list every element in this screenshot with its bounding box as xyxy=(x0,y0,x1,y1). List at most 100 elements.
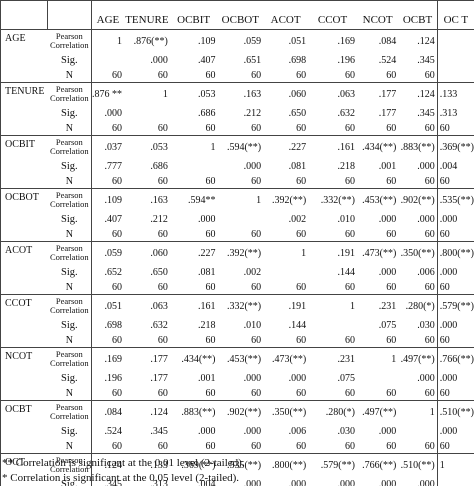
table-cell: .169 xyxy=(90,347,124,370)
table-cell: 60 xyxy=(308,174,357,189)
table-cell: .161 xyxy=(198,300,216,312)
table-cell: .686 xyxy=(150,160,168,172)
table-cell: .212 xyxy=(243,107,262,119)
table-cell: .280(*) xyxy=(405,300,435,312)
table-cell: .686 xyxy=(198,107,216,119)
table-cell: 60 xyxy=(308,333,357,348)
stat-label-sig: Sig. xyxy=(60,478,78,486)
table-cell: .053 xyxy=(150,141,168,153)
table-cell: .109 xyxy=(198,35,216,47)
table-cell: 60 xyxy=(123,68,170,83)
table-cell: .081 xyxy=(198,266,216,278)
table-cell: .010 xyxy=(243,319,262,331)
table-cell: 60 xyxy=(169,174,218,189)
table-cell: 60 xyxy=(398,333,438,348)
table-cell: .579(**) xyxy=(320,459,355,471)
table-cell: .594** xyxy=(188,194,216,206)
table-cell: .163 xyxy=(150,194,168,206)
table-cell: 60 xyxy=(398,68,438,83)
table-cell: 1 xyxy=(429,406,435,418)
stat-label-n: N xyxy=(47,333,92,348)
table-cell: 60 xyxy=(169,68,218,83)
stat-label-pearson: Pearson Correlation xyxy=(49,243,89,262)
table-row-oct-pearson: OCT Pearson Correlation .124 .133 .369(**) .5… xyxy=(0,453,474,486)
table-cell: .902(**) xyxy=(226,406,262,418)
table-cell: .632 xyxy=(337,107,355,119)
table-cell: .063 xyxy=(337,88,355,100)
table-cell: 60 xyxy=(90,121,124,136)
table-cell: .876(**) xyxy=(133,35,168,47)
table-cell: 1 xyxy=(436,453,474,476)
stat-label-sig: Sig. xyxy=(60,54,78,66)
table-cell: 60 xyxy=(263,386,309,401)
table-cell: 60 xyxy=(263,174,309,189)
stat-label-sig: Sig. xyxy=(60,213,78,225)
table-cell: .000 xyxy=(436,264,474,280)
table-cell: .177 xyxy=(378,107,397,119)
stat-label-sig: Sig. xyxy=(60,319,78,331)
row-variable-label: OCBOT xyxy=(0,188,48,242)
table-cell xyxy=(90,52,124,68)
table-cell xyxy=(357,370,398,386)
table-cell: 60 xyxy=(436,227,474,242)
table-cell: .650 xyxy=(288,107,307,119)
table-cell: .084 xyxy=(378,35,397,47)
table-cell: 60 xyxy=(169,386,218,401)
stat-label-pearson: Pearson Correlation xyxy=(49,349,89,368)
table-cell: .510(**) xyxy=(436,400,474,423)
table-cell: .453(**) xyxy=(362,194,397,206)
table-cell xyxy=(218,211,264,227)
table-cell: .000 xyxy=(243,160,262,172)
column-header-oct: OC T xyxy=(436,0,474,30)
table-cell: .010 xyxy=(337,213,355,225)
table-cell: .766(**) xyxy=(362,459,397,471)
stat-label-pearson: Pearson Correlation xyxy=(49,31,89,50)
table-cell: .196 xyxy=(90,370,124,386)
table-cell: .124 xyxy=(417,88,435,100)
table-cell: .766(**) xyxy=(436,347,474,370)
table-cell: .075 xyxy=(337,372,355,384)
table-cell: .000 xyxy=(337,478,355,486)
table-row-ocbot-sig: Sig. .407.212.000.002.010.000.000.000 xyxy=(1,211,474,227)
table-cell: 60 xyxy=(308,227,357,242)
table-cell: .144 xyxy=(288,319,307,331)
row-variable-label: ACOT xyxy=(0,241,48,295)
table-cell: 60 xyxy=(398,386,438,401)
table-cell: 60 xyxy=(123,121,170,136)
table-cell: .407 xyxy=(90,211,124,227)
table-row-tenure-n: N 60 60 60 60 60 60 60 60 60 xyxy=(1,121,474,136)
stat-label-n: N xyxy=(47,386,92,401)
table-cell: .133 xyxy=(150,459,168,471)
table-cell: 1 xyxy=(256,194,262,206)
table-cell: 60 xyxy=(398,174,438,189)
table-cell: .453(**) xyxy=(226,353,262,365)
table-cell: 60 xyxy=(398,439,438,454)
table-cell: .876 ** xyxy=(90,82,124,105)
table-cell: .000 xyxy=(90,105,124,121)
table-cell: .579(**) xyxy=(436,294,474,317)
table-cell: .059 xyxy=(90,241,124,264)
table-row-acot-pearson: ACOT Pearson Correlation .059 .060 .227 .392(… xyxy=(0,241,474,295)
table-cell: .434(**) xyxy=(181,353,216,365)
column-header-tenure: TENURE xyxy=(123,0,170,30)
table-cell: 60 xyxy=(308,280,357,295)
table-cell: .000 xyxy=(436,317,474,333)
stat-label-n: N xyxy=(47,121,92,136)
stat-label-header xyxy=(47,0,92,30)
table-cell: 60 xyxy=(308,386,357,401)
table-cell: .030 xyxy=(337,425,355,437)
table-cell: .006 xyxy=(417,266,435,278)
table-cell: .075 xyxy=(378,319,397,331)
table-cell: 60 xyxy=(436,280,474,295)
table-cell: .212 xyxy=(150,213,168,225)
table-cell: .510(**) xyxy=(400,459,435,471)
row-variable-label: OCBT xyxy=(0,400,48,454)
row-variable-label: AGE xyxy=(0,29,48,83)
table-cell: 60 xyxy=(90,227,124,242)
table-cell: .000 xyxy=(378,213,397,225)
table-cell: .524 xyxy=(90,423,124,439)
table-cell: .883(**) xyxy=(181,406,216,418)
table-cell: .345 xyxy=(417,107,435,119)
table-cell xyxy=(170,158,218,174)
